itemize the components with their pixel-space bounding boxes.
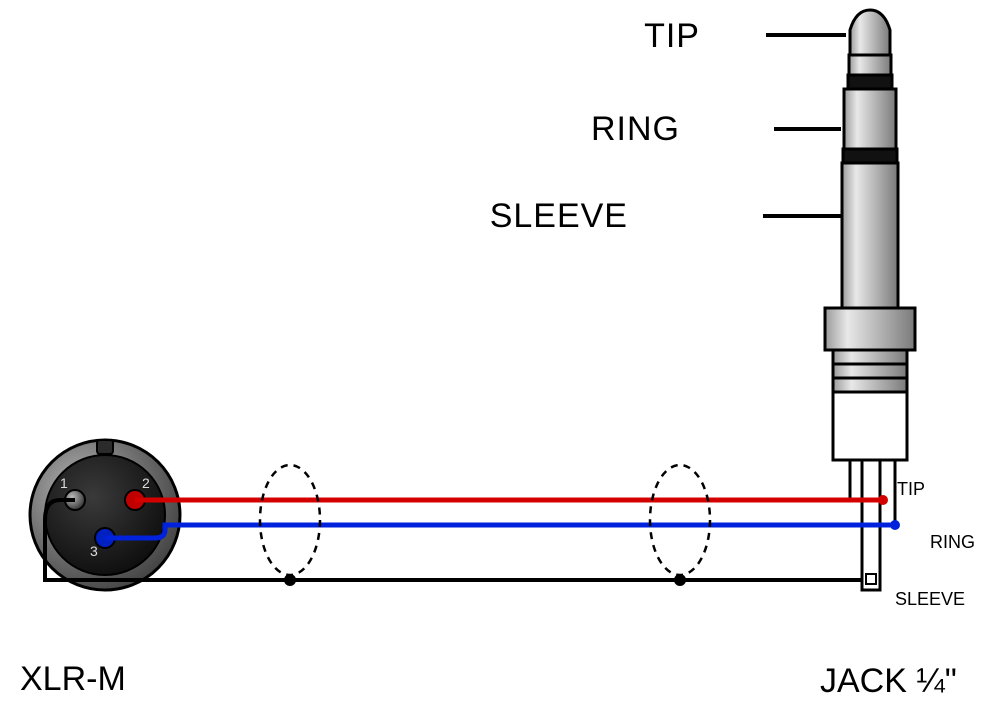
label-ring-small: RING <box>930 532 975 552</box>
label-ring-big: RING <box>591 110 680 148</box>
xlr-connector: 1 2 3 <box>30 440 180 590</box>
label-sleeve-big: SLEEVE <box>490 197 628 235</box>
title-jack: JACK ¼" <box>820 662 957 700</box>
trs-jack <box>825 10 915 590</box>
shield-dot-1 <box>284 574 296 586</box>
pin-num-1: 1 <box>60 475 68 491</box>
shield-ellipses <box>260 465 710 575</box>
label-tip-small: TIP <box>897 479 925 499</box>
wire-tip <box>135 495 888 505</box>
trs-labels <box>763 35 846 216</box>
shield-dot-2 <box>674 574 686 586</box>
pin-num-2: 2 <box>142 475 150 491</box>
wire-ring <box>105 520 900 538</box>
title-xlr: XLR-M <box>20 660 126 698</box>
pin-num-3: 3 <box>90 543 98 559</box>
label-tip-big: TIP <box>644 17 700 55</box>
label-sleeve-small: SLEEVE <box>895 589 965 609</box>
